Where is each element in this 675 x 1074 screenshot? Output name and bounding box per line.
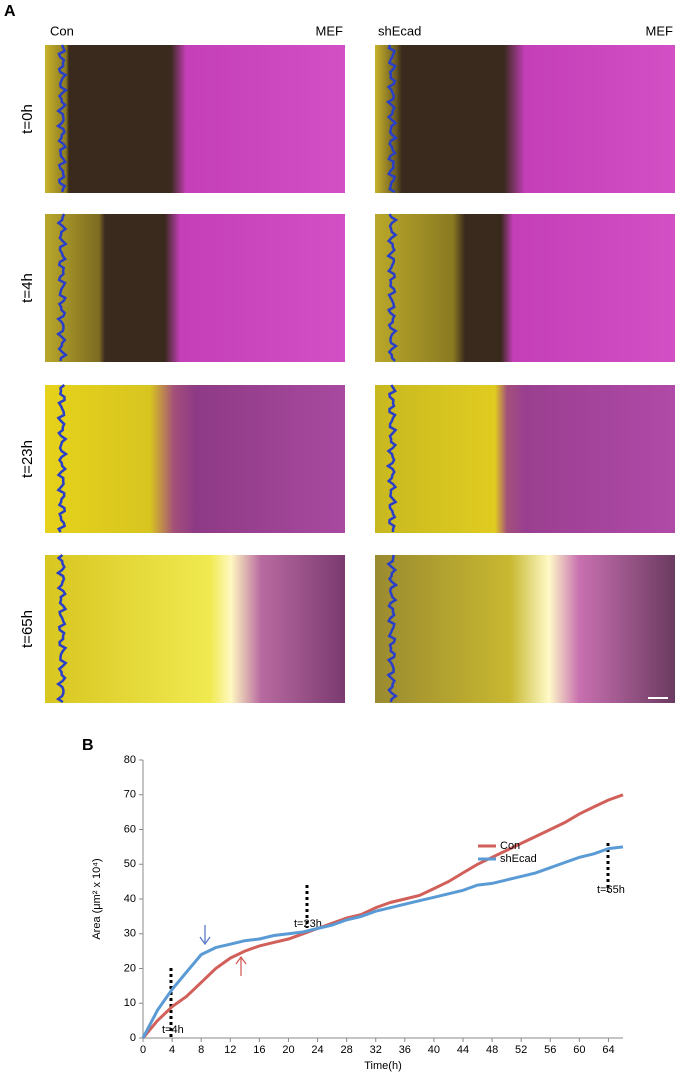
x-tick-label: 44 <box>457 1044 469 1056</box>
row-label: t=0h <box>19 104 36 134</box>
x-tick-label: 8 <box>198 1044 204 1056</box>
x-tick-label: 28 <box>341 1044 353 1056</box>
x-tick-label: 24 <box>311 1044 323 1056</box>
y-tick-label: 60 <box>124 823 136 835</box>
boundary-line <box>386 213 399 362</box>
x-tick-label: 40 <box>428 1044 440 1056</box>
y-tick-label: 10 <box>124 997 136 1009</box>
boundary-line <box>55 554 68 704</box>
row-label: t=4h <box>19 273 36 303</box>
annotation: t=23h <box>294 918 322 930</box>
boundary-line <box>55 44 69 193</box>
x-tick-label: 56 <box>544 1044 556 1056</box>
boundary-line <box>385 384 398 532</box>
series-line <box>141 793 624 1039</box>
column-label: Con <box>50 23 74 38</box>
scale-bar <box>648 697 668 699</box>
micrographs <box>45 45 675 703</box>
boundary-line <box>386 554 399 703</box>
micrograph <box>375 555 675 703</box>
series-line <box>141 845 624 1039</box>
x-tick-label: 0 <box>140 1044 146 1056</box>
annotation: t=4h <box>162 1024 184 1036</box>
x-tick-label: 36 <box>399 1044 411 1056</box>
column-label: MEF <box>316 23 344 38</box>
x-tick-label: 52 <box>515 1044 527 1056</box>
micrograph <box>375 385 675 533</box>
boundary-line <box>385 44 399 194</box>
row-label: t=65h <box>19 610 36 648</box>
y-tick-label: 30 <box>124 928 136 940</box>
arrow <box>199 925 211 946</box>
x-axis-label: Time(h) <box>364 1060 401 1072</box>
x-tick-label: 20 <box>282 1044 294 1056</box>
x-tick-label: 48 <box>486 1044 498 1056</box>
annotation: t=65h <box>597 884 625 896</box>
boundary-line <box>56 213 68 362</box>
x-tick-label: 16 <box>253 1044 265 1056</box>
x-tick-label: 60 <box>573 1044 585 1056</box>
legend-label: shEcad <box>500 853 537 865</box>
y-tick-label: 20 <box>124 962 136 974</box>
column-label: MEF <box>646 23 674 38</box>
micrograph <box>45 214 345 362</box>
x-tick-label: 12 <box>224 1044 236 1056</box>
y-axis-label: Area (μm² x 10⁴) <box>91 858 103 939</box>
x-tick-label: 32 <box>370 1044 382 1056</box>
y-tick-label: 40 <box>124 893 136 905</box>
legend-label: Con <box>500 840 520 852</box>
micrograph <box>45 555 345 703</box>
panel-label: B <box>82 737 94 754</box>
boundary-lines <box>55 44 399 704</box>
micrograph <box>45 45 345 193</box>
arrow <box>235 955 247 976</box>
row-label: t=23h <box>19 440 36 478</box>
micrograph <box>375 45 675 193</box>
micrograph <box>375 214 675 362</box>
panel-label: A <box>4 3 16 20</box>
boundary-line <box>56 384 69 533</box>
x-tick-label: 4 <box>169 1044 175 1056</box>
y-tick-label: 50 <box>124 858 136 870</box>
column-label: shEcad <box>378 23 421 38</box>
y-tick-label: 0 <box>130 1032 136 1044</box>
x-tick-label: 64 <box>602 1044 614 1056</box>
y-tick-label: 80 <box>124 754 136 766</box>
y-tick-label: 70 <box>124 789 136 801</box>
micrograph <box>45 385 345 533</box>
